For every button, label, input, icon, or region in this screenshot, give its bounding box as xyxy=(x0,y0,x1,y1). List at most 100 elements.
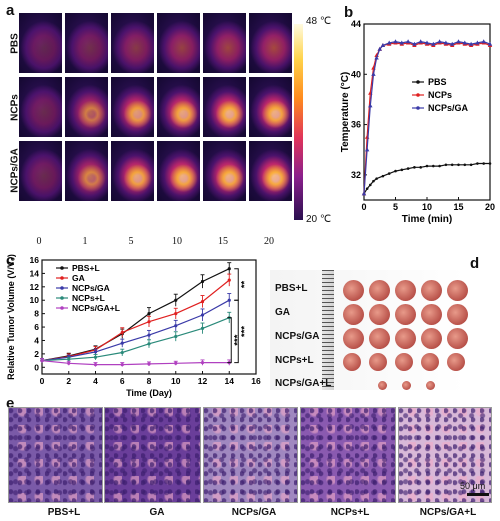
data-point xyxy=(393,39,398,44)
data-point xyxy=(361,191,367,196)
data-point xyxy=(200,313,205,317)
thermal-image xyxy=(18,76,63,138)
legend-label: GA xyxy=(72,273,85,283)
data-point xyxy=(174,324,178,328)
y-tick-label: 16 xyxy=(30,255,40,265)
tumor-group-label: PBS+L xyxy=(275,283,308,294)
x-tick-label: 15 xyxy=(453,202,463,212)
significance-bracket xyxy=(234,299,239,364)
tumor-specimen xyxy=(421,353,439,371)
histology-image xyxy=(8,407,103,503)
x-tick-label: 14 xyxy=(225,376,235,386)
x-axis-label: Time (min) xyxy=(402,214,452,225)
data-point xyxy=(469,163,473,167)
time-label-4: 15 xyxy=(218,236,228,247)
histology-label-4: NCPs/GA+L xyxy=(419,507,477,518)
time-label-3: 10 xyxy=(172,236,182,247)
tumor-specimen xyxy=(402,380,411,390)
y-tick-label: 6 xyxy=(34,322,39,332)
tumor-volume-chart: 0 2 4 6 8 10 12 14 16 0 2 4 6 8 10 12 14 16 Time (Day) Rela… xyxy=(6,254,261,398)
data-point xyxy=(387,172,391,175)
data-point xyxy=(200,326,205,330)
data-point xyxy=(476,162,479,165)
tumor-specimen xyxy=(421,303,442,325)
legend-label: NCPs/GA+L xyxy=(72,303,120,313)
thermal-image xyxy=(110,140,155,202)
tumor-specimen xyxy=(447,279,468,301)
thermal-image xyxy=(64,140,109,202)
thermal-image xyxy=(64,76,109,138)
tumor-specimen xyxy=(447,327,468,349)
tumor-specimen xyxy=(395,327,416,349)
time-label-5: 20 xyxy=(264,236,274,247)
histology-image xyxy=(104,407,201,503)
significance-bracket xyxy=(234,268,239,301)
data-point xyxy=(200,361,205,365)
x-tick-label: 20 xyxy=(485,202,495,212)
data-point xyxy=(425,164,429,168)
y-tick-label: 2 xyxy=(34,349,39,359)
time-label-2: 5 xyxy=(128,236,134,247)
legend-marker xyxy=(416,93,420,97)
tumor-specimen xyxy=(369,327,390,349)
legend-label: NCPs/GA xyxy=(72,283,110,293)
data-point xyxy=(147,342,151,346)
series-line xyxy=(41,268,230,362)
data-point xyxy=(419,166,422,169)
tumor-specimen xyxy=(343,279,364,301)
data-point xyxy=(200,279,205,284)
y-tick-label: 40 xyxy=(351,69,361,79)
tumor-specimen xyxy=(426,380,435,390)
series-line xyxy=(363,42,491,194)
data-point xyxy=(93,355,98,359)
thermal-image xyxy=(202,76,247,138)
data-point xyxy=(450,163,454,167)
x-tick-label: 4 xyxy=(93,376,98,386)
data-point xyxy=(412,41,417,46)
data-point xyxy=(487,41,493,46)
legend-marker xyxy=(60,296,64,300)
y-tick-label: 8 xyxy=(34,309,39,319)
data-point xyxy=(120,363,124,367)
temperature-chart: 0 5 10 15 20 32 36 40 44 Time (min) Temperature (°… xyxy=(340,19,495,225)
x-tick-label: 16 xyxy=(251,376,261,386)
temperature-colorbar xyxy=(294,24,303,220)
thermal-image xyxy=(156,140,201,202)
thermal-image xyxy=(202,12,247,74)
x-tick-label: 5 xyxy=(393,202,398,212)
legend-marker xyxy=(60,286,64,290)
panel-e-letter: e xyxy=(6,395,15,412)
legend-label: NCPs+L xyxy=(72,293,105,303)
histology-image xyxy=(398,407,492,503)
data-point xyxy=(432,164,435,168)
tumor-specimen xyxy=(395,279,416,301)
histology-label-3: NCPs+L xyxy=(330,507,370,518)
data-point xyxy=(67,357,71,361)
significance-bracket xyxy=(227,317,232,364)
data-point xyxy=(450,41,455,46)
histology-image xyxy=(203,407,298,503)
data-point xyxy=(200,299,205,304)
significance-bracket-label: *** xyxy=(233,334,244,345)
tumor-specimen xyxy=(343,327,364,349)
tumor-specimen xyxy=(343,303,364,325)
thermal-image xyxy=(110,12,155,74)
tumor-specimen xyxy=(343,353,361,371)
data-point xyxy=(468,41,474,46)
legend-marker xyxy=(60,276,64,280)
y-tick-label: 32 xyxy=(351,170,361,180)
data-point xyxy=(174,334,178,339)
data-point xyxy=(227,278,231,282)
colorbar-min-label: 20 ℃ xyxy=(306,214,332,225)
significance-bracket-label: ** xyxy=(240,280,251,288)
data-point xyxy=(369,183,372,187)
data-point xyxy=(406,167,410,170)
data-point xyxy=(444,163,448,167)
scalebar-label: 50 μm xyxy=(460,481,486,491)
scalebar-line xyxy=(467,493,489,496)
panel-c-letter: c xyxy=(6,252,15,269)
tumor-specimen xyxy=(395,303,416,325)
thermal-image xyxy=(18,12,63,74)
data-point xyxy=(456,39,461,44)
data-point xyxy=(399,40,404,45)
